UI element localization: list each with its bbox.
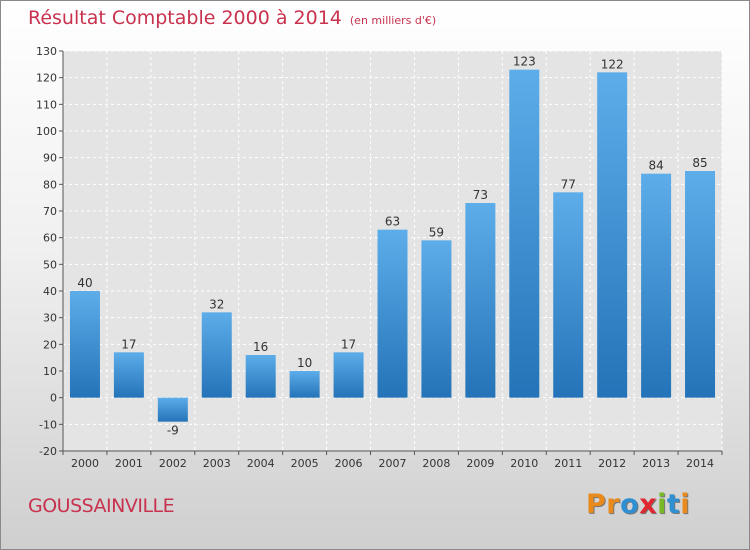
y-tick-label: 100 [36,125,57,138]
x-tick-label: 2010 [510,457,538,470]
y-tick-label: 70 [43,205,57,218]
x-tick-label: 2007 [379,457,407,470]
data-label: 63 [385,215,400,229]
bar [465,203,496,398]
data-label: 40 [77,276,92,290]
x-tick-label: 2008 [422,457,450,470]
y-tick-label: 130 [36,45,57,58]
bar [685,171,716,398]
data-label: 32 [209,297,224,311]
data-label: 85 [692,156,707,170]
x-tick-label: 2003 [203,457,231,470]
bar [641,173,672,398]
title-text: Résultat Comptable 2000 à 2014 [28,7,342,29]
bar [509,69,540,398]
y-tick-label: 80 [43,178,57,191]
data-label: 77 [561,177,576,191]
y-tick-label: 20 [43,338,57,351]
bar [157,397,188,422]
x-tick-label: 2011 [554,457,582,470]
bar [113,352,144,398]
logo-letter: r [606,489,621,520]
title-unit: (en milliers d'€) [349,14,437,27]
x-tick-label: 2001 [115,457,143,470]
y-tick-label: -20 [39,445,57,458]
data-label: 17 [121,337,136,351]
x-tick-label: 2013 [642,457,670,470]
bar [377,229,408,398]
bar [421,240,452,398]
data-label: 16 [253,340,268,354]
data-label: 17 [341,337,356,351]
y-tick-label: 60 [43,232,57,245]
x-tick-label: 2005 [291,457,319,470]
x-tick-label: 2012 [598,457,626,470]
y-tick-label: 90 [43,152,57,165]
y-tick-label: 0 [50,392,57,405]
data-label: -9 [167,424,179,438]
data-label: 59 [429,225,444,239]
logo-letter: t [666,489,681,520]
y-tick-label: 110 [36,98,57,111]
x-tick-label: 2009 [466,457,494,470]
bar [245,355,276,398]
x-tick-label: 2002 [159,457,187,470]
bar [597,72,628,398]
commune-name: GOUSSAINVILLE [28,495,175,517]
bar [289,371,320,398]
x-tick-label: 2014 [686,457,714,470]
y-tick-label: 30 [43,312,57,325]
data-label: 122 [601,57,624,71]
logo-letter: i [657,489,667,520]
logo-letter: P [586,489,607,520]
logo-letter: o [620,489,640,520]
data-label: 84 [648,159,663,173]
x-tick-label: 2000 [71,457,99,470]
data-label: 123 [513,55,536,69]
logo-letter: i [680,489,691,520]
proxiti-logo: Proxiti [586,489,690,520]
bar [333,352,364,398]
bar [553,192,584,398]
y-tick-label: -10 [39,418,57,431]
logo-letter: x [639,489,658,520]
bar [201,312,232,398]
x-tick-label: 2004 [247,457,275,470]
y-tick-label: 40 [43,285,57,298]
data-label: 10 [297,356,312,370]
y-tick-label: 50 [43,258,57,271]
data-label: 73 [473,188,488,202]
chart-title: Résultat Comptable 2000 à 2014 (en millie… [28,7,436,29]
x-tick-label: 2006 [335,457,363,470]
y-tick-label: 120 [36,72,57,85]
y-tick-label: 10 [43,365,57,378]
bar [69,291,100,398]
